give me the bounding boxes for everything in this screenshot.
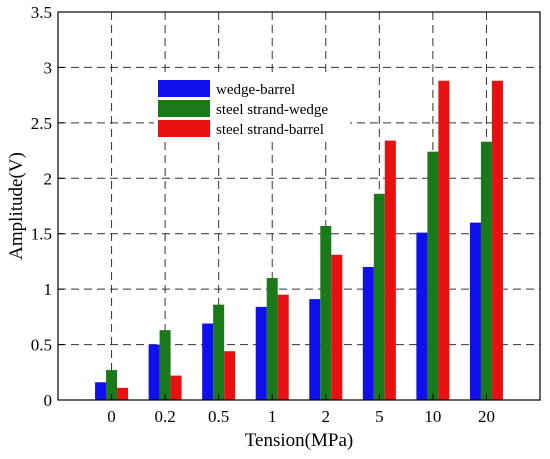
x-tick-label: 0.5 bbox=[208, 407, 229, 426]
legend-label: steel strand-wedge bbox=[216, 102, 328, 118]
y-axis-label: Amplitude(V) bbox=[6, 152, 27, 260]
bar bbox=[427, 151, 439, 400]
bar bbox=[148, 344, 160, 400]
bar bbox=[469, 222, 481, 400]
y-tick-label: 1 bbox=[44, 280, 53, 299]
y-axis-ticks: 0 0.5 1 1.5 2 2.5 3 3.5 bbox=[31, 3, 64, 410]
x-axis-label: Tension(MPa) bbox=[245, 430, 353, 451]
legend: wedge-barrel steel strand-wedge steel stra… bbox=[154, 76, 350, 142]
bar bbox=[362, 266, 374, 400]
x-tick-label: 0.2 bbox=[154, 407, 175, 426]
bar bbox=[480, 141, 492, 400]
grid-lines bbox=[58, 12, 540, 400]
bar bbox=[438, 80, 450, 400]
bar bbox=[95, 382, 107, 400]
bar bbox=[491, 80, 503, 400]
legend-label: wedge-barrel bbox=[216, 82, 295, 98]
bar bbox=[416, 232, 428, 400]
y-tick-label: 1.5 bbox=[31, 225, 52, 244]
bar bbox=[309, 299, 321, 400]
bar bbox=[331, 254, 343, 400]
bar bbox=[255, 306, 267, 400]
legend-swatch bbox=[158, 80, 210, 97]
x-tick-label: 10 bbox=[424, 407, 441, 426]
bar bbox=[117, 387, 129, 400]
x-axis-ticks: 0 0.2 0.5 1 2 5 10 20 bbox=[107, 394, 495, 426]
legend-swatch bbox=[158, 120, 210, 137]
y-tick-label: 0.5 bbox=[31, 336, 52, 355]
x-tick-label: 5 bbox=[375, 407, 384, 426]
x-tick-label: 1 bbox=[268, 407, 277, 426]
legend-label: steel strand-barrel bbox=[216, 122, 324, 138]
bar-marks bbox=[95, 80, 503, 400]
bar bbox=[384, 140, 396, 400]
bar bbox=[213, 304, 225, 400]
y-tick-label: 3.5 bbox=[31, 3, 52, 22]
x-tick-label: 20 bbox=[478, 407, 495, 426]
x-tick-label: 2 bbox=[322, 407, 331, 426]
bar bbox=[320, 225, 332, 400]
y-tick-label: 2.5 bbox=[31, 114, 52, 133]
bar bbox=[266, 278, 278, 400]
bar bbox=[373, 193, 385, 400]
bar bbox=[277, 294, 289, 400]
bar bbox=[106, 370, 118, 400]
y-tick-label: 0 bbox=[44, 391, 53, 410]
plot-frame bbox=[57, 11, 541, 401]
x-tick-label: 0 bbox=[107, 407, 116, 426]
bar bbox=[159, 330, 171, 400]
legend-swatch bbox=[158, 100, 210, 117]
bar bbox=[224, 351, 236, 400]
bar bbox=[170, 375, 182, 400]
y-tick-label: 2 bbox=[44, 169, 53, 188]
y-tick-label: 3 bbox=[44, 58, 53, 77]
bar bbox=[202, 323, 214, 400]
